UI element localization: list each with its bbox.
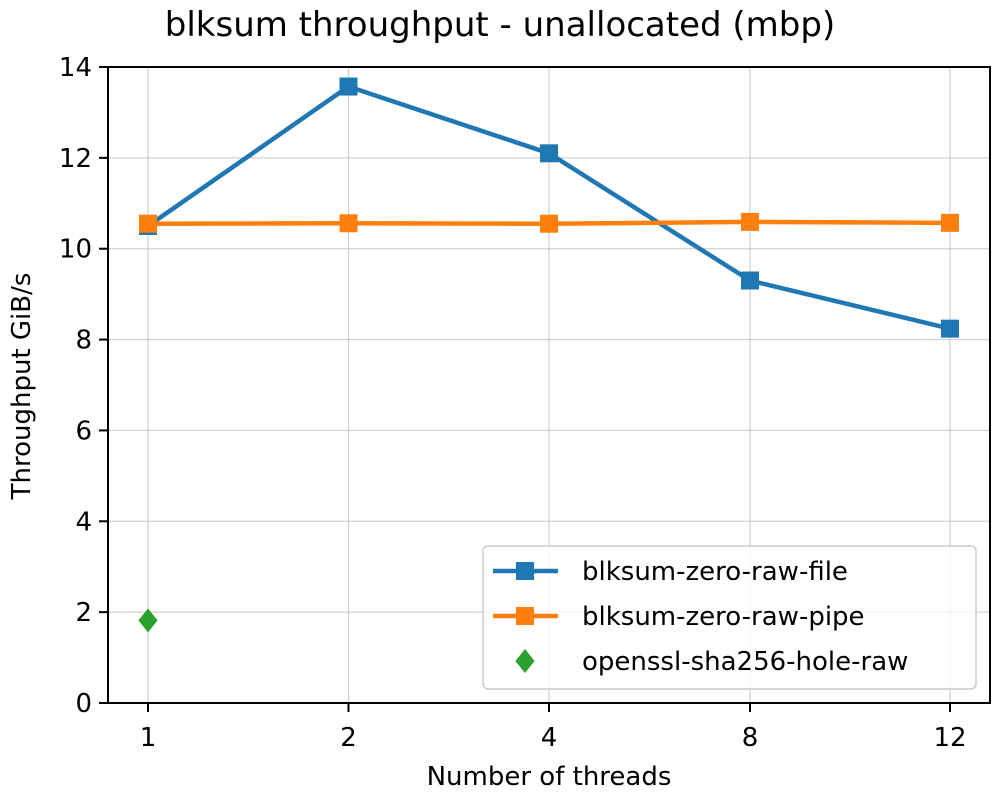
data-point-blksum-zero-raw-file — [941, 319, 959, 338]
data-point-blksum-zero-raw-file — [540, 144, 558, 163]
x-tick-label: 2 — [340, 723, 357, 753]
legend-label-blksum-zero-raw-file: blksum-zero-raw-file — [582, 557, 848, 587]
data-point-blksum-zero-raw-file — [339, 77, 358, 96]
legend-box — [482, 545, 977, 690]
y-tick-label: 0 — [75, 689, 92, 719]
series-blksum-zero-raw-pipe — [139, 212, 959, 233]
x-tick-label: 12 — [933, 723, 966, 753]
data-point-blksum-zero-raw-pipe — [139, 214, 157, 233]
x-tick-label: 4 — [541, 723, 558, 753]
legend: blksum-zero-raw-file blksum-zero-raw-pipe… — [482, 545, 977, 690]
data-point-blksum-zero-raw-file — [741, 271, 759, 290]
y-tick-label: 2 — [75, 598, 92, 628]
series-layer — [138, 77, 959, 633]
x-tick-label: 8 — [742, 723, 759, 753]
legend-label-blksum-zero-raw-pipe: blksum-zero-raw-pipe — [582, 602, 865, 632]
data-point-blksum-zero-raw-pipe — [540, 214, 558, 233]
y-tick-label: 6 — [75, 416, 92, 446]
y-axis-label: Throughput GiB/s — [7, 273, 37, 501]
legend-label-openssl-sha256-hole-raw: openssl-sha256-hole-raw — [582, 647, 908, 677]
data-point-openssl-sha256-hole-raw — [138, 608, 158, 633]
legend-marker-openssl-sha256-hole-raw — [515, 649, 535, 673]
series-openssl-sha256-hole-raw — [138, 608, 158, 633]
data-point-blksum-zero-raw-pipe — [941, 213, 959, 232]
y-tick-label: 12 — [59, 144, 92, 174]
chart-title: blksum throughput - unallocated (mbp) — [165, 5, 835, 45]
data-point-blksum-zero-raw-pipe — [339, 214, 358, 233]
x-axis-label: Number of threads — [427, 762, 672, 792]
series-blksum-zero-raw-file — [139, 77, 959, 338]
y-tick-label: 8 — [75, 326, 92, 356]
x-tick-label: 1 — [140, 723, 157, 753]
legend-marker-blksum-zero-raw-pipe — [516, 607, 534, 625]
y-tick-label: 4 — [75, 507, 92, 537]
y-tick-label: 14 — [59, 53, 92, 83]
y-tick-label: 10 — [59, 235, 92, 265]
legend-marker-blksum-zero-raw-file — [516, 562, 534, 580]
data-point-blksum-zero-raw-pipe — [741, 212, 759, 231]
